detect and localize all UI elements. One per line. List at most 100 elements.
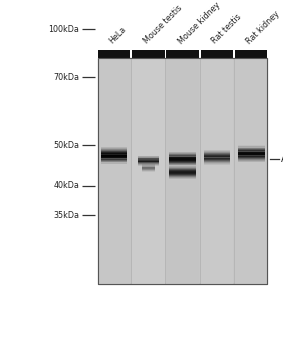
Bar xyxy=(238,148,265,149)
Bar xyxy=(100,147,127,148)
Bar xyxy=(238,150,265,151)
Bar xyxy=(238,160,265,161)
Bar xyxy=(100,154,127,155)
Bar xyxy=(238,159,265,160)
Bar xyxy=(100,162,127,163)
Bar xyxy=(169,156,196,157)
Bar xyxy=(100,161,127,162)
Bar xyxy=(204,152,230,153)
Bar xyxy=(204,153,230,154)
Text: 100kDa: 100kDa xyxy=(48,25,79,34)
Bar xyxy=(166,58,199,284)
Bar xyxy=(169,153,196,154)
Bar xyxy=(238,158,265,159)
Bar xyxy=(204,156,230,157)
Bar xyxy=(100,148,127,149)
Bar xyxy=(100,150,127,151)
Bar xyxy=(100,149,127,150)
Bar xyxy=(98,58,267,284)
Bar xyxy=(204,159,230,160)
Bar xyxy=(204,157,230,158)
Bar xyxy=(169,164,196,165)
Bar xyxy=(204,160,230,161)
Bar xyxy=(204,162,230,163)
Bar xyxy=(238,156,265,157)
Bar xyxy=(238,148,265,149)
Text: 35kDa: 35kDa xyxy=(53,211,79,220)
Bar xyxy=(100,159,127,160)
Bar xyxy=(169,160,196,161)
Text: Mouse kidney: Mouse kidney xyxy=(176,0,222,46)
Bar xyxy=(238,154,265,155)
Bar xyxy=(100,157,127,158)
Bar xyxy=(238,160,265,161)
Bar xyxy=(169,153,196,154)
Bar xyxy=(100,147,127,148)
Bar xyxy=(238,157,265,158)
Text: ASS1: ASS1 xyxy=(281,154,283,164)
Bar xyxy=(169,163,196,164)
Bar xyxy=(238,151,265,152)
Bar xyxy=(169,163,196,164)
Bar xyxy=(204,161,230,162)
Bar xyxy=(100,152,127,153)
Bar xyxy=(238,146,265,147)
Bar xyxy=(169,154,196,155)
Bar xyxy=(204,163,230,164)
Bar xyxy=(238,152,265,153)
Bar xyxy=(100,160,127,161)
Bar xyxy=(100,149,127,150)
Bar xyxy=(238,161,265,162)
Bar xyxy=(100,158,127,159)
Bar xyxy=(169,166,196,167)
Bar xyxy=(100,155,127,156)
Bar xyxy=(204,157,230,158)
Bar xyxy=(238,147,265,148)
Bar xyxy=(204,152,230,153)
Bar xyxy=(169,155,196,156)
Bar xyxy=(204,159,230,160)
Text: 40kDa: 40kDa xyxy=(53,181,79,190)
Bar xyxy=(100,163,127,164)
Bar xyxy=(204,158,230,159)
Text: Rat kidney: Rat kidney xyxy=(245,9,282,46)
Text: 50kDa: 50kDa xyxy=(53,141,79,150)
Bar xyxy=(169,159,196,160)
Bar xyxy=(238,149,265,150)
Bar xyxy=(238,157,265,158)
Bar xyxy=(238,158,265,159)
Bar xyxy=(204,150,230,151)
Bar xyxy=(100,157,127,158)
Bar xyxy=(238,159,265,160)
Bar xyxy=(238,153,265,154)
Bar xyxy=(100,150,127,151)
Bar xyxy=(204,160,230,161)
Bar xyxy=(169,156,196,157)
Text: 70kDa: 70kDa xyxy=(53,72,79,82)
Bar xyxy=(132,50,164,58)
Bar xyxy=(204,156,230,157)
Bar xyxy=(166,50,199,58)
Bar xyxy=(98,58,267,284)
Bar xyxy=(238,153,265,154)
Bar xyxy=(238,150,265,151)
Bar xyxy=(169,157,196,158)
Bar xyxy=(201,58,233,284)
Bar xyxy=(169,158,196,159)
Bar xyxy=(100,160,127,161)
Bar xyxy=(238,152,265,153)
Bar xyxy=(238,161,265,162)
Bar xyxy=(100,163,127,164)
Bar xyxy=(204,164,230,165)
Bar xyxy=(100,162,127,163)
Text: Rat testis: Rat testis xyxy=(211,13,244,46)
Bar xyxy=(235,50,267,58)
Bar xyxy=(204,154,230,155)
Bar xyxy=(100,148,127,149)
Bar xyxy=(204,150,230,151)
Bar xyxy=(201,50,233,58)
Bar xyxy=(100,151,127,152)
Bar xyxy=(204,161,230,162)
Bar xyxy=(204,155,230,156)
Bar xyxy=(238,151,265,152)
